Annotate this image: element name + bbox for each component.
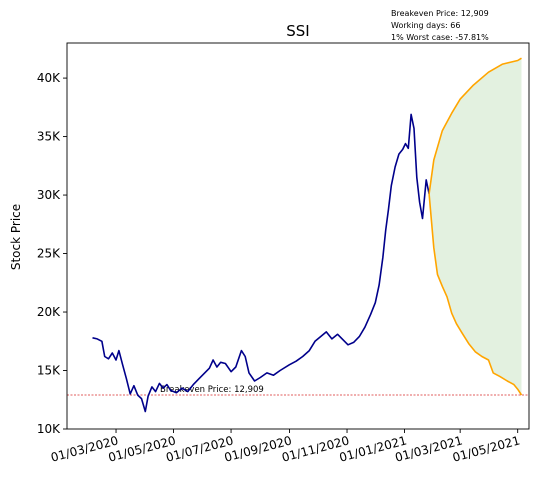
y-tick-label: 20K: [37, 305, 61, 319]
history-line: [92, 113, 430, 413]
y-tick-label: 35K: [37, 130, 61, 144]
info-worst-case: 1% Worst case: -57.81%: [391, 33, 489, 42]
y-axis-label: Stock Price: [9, 204, 23, 270]
y-tick-label: 25K: [37, 247, 61, 261]
plot-area: Breakeven Price: 12,909 10K 15K 20K 25K 30K 35…: [37, 42, 530, 465]
y-tick-label: 40K: [37, 71, 61, 85]
info-breakeven: Breakeven Price: 12,909: [391, 9, 489, 18]
upper-bound-line: [428, 57, 522, 195]
plot-frame: [66, 42, 530, 430]
info-working-days: Working days: 66: [391, 21, 461, 30]
chart-title: SSI: [286, 22, 309, 40]
lower-bound-line: [428, 193, 523, 396]
y-tick-label: 10K: [37, 422, 61, 436]
breakeven-label: Breakeven Price: 12,909: [160, 385, 264, 395]
projection-band: [429, 58, 522, 395]
y-tick-label: 15K: [37, 364, 61, 378]
y-tick-label: 30K: [37, 188, 61, 202]
